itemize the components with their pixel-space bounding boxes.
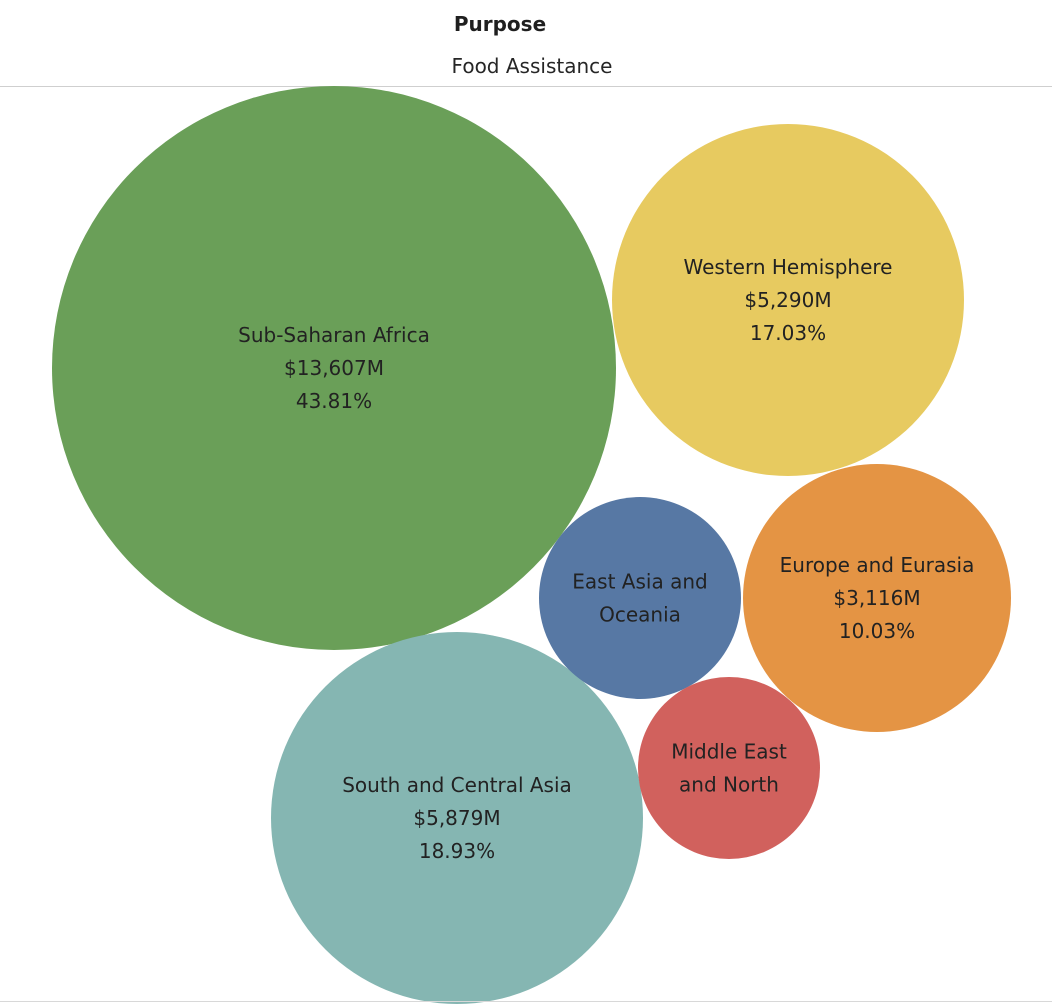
bubble-middle-east-and-north[interactable] [638, 677, 820, 859]
bubble-sub-saharan-africa[interactable] [52, 86, 616, 650]
bubble-east-asia-and-oceania[interactable] [539, 497, 741, 699]
bubble-label-sub-saharan-africa: Sub-Saharan Africa [238, 323, 430, 347]
bubble-label-south-and-central-asia: South and Central Asia [342, 773, 572, 797]
bubble-label-east-asia-and-oceania: East Asia and [572, 570, 707, 594]
bubble-south-and-central-asia[interactable] [271, 632, 643, 1004]
footer-divider [0, 1001, 1052, 1002]
bubble-western-hemisphere[interactable] [612, 124, 964, 476]
bubble-label-east-asia-and-oceania: Oceania [599, 603, 681, 627]
bubble-pct-western-hemisphere: 17.03% [750, 321, 826, 345]
bubble-label-middle-east-and-north: and North [679, 773, 779, 797]
bubble-value-western-hemisphere: $5,290M [744, 288, 831, 312]
bubble-value-europe-and-eurasia: $3,116M [833, 586, 920, 610]
chart-title: Purpose [453, 12, 547, 36]
chart-subtitle: Food Assistance [451, 54, 613, 78]
bubble-value-south-and-central-asia: $5,879M [413, 806, 500, 830]
bubble-label-western-hemisphere: Western Hemisphere [684, 255, 893, 279]
bubble-pct-south-and-central-asia: 18.93% [419, 839, 495, 863]
bubble-pct-sub-saharan-africa: 43.81% [296, 389, 372, 413]
header-divider [0, 86, 1052, 87]
bubble-label-europe-and-eurasia: Europe and Eurasia [780, 553, 975, 577]
bubble-europe-and-eurasia[interactable] [743, 464, 1011, 732]
bubble-value-sub-saharan-africa: $13,607M [284, 356, 384, 380]
bubble-label-middle-east-and-north: Middle East [671, 740, 787, 764]
bubble-pct-europe-and-eurasia: 10.03% [839, 619, 915, 643]
